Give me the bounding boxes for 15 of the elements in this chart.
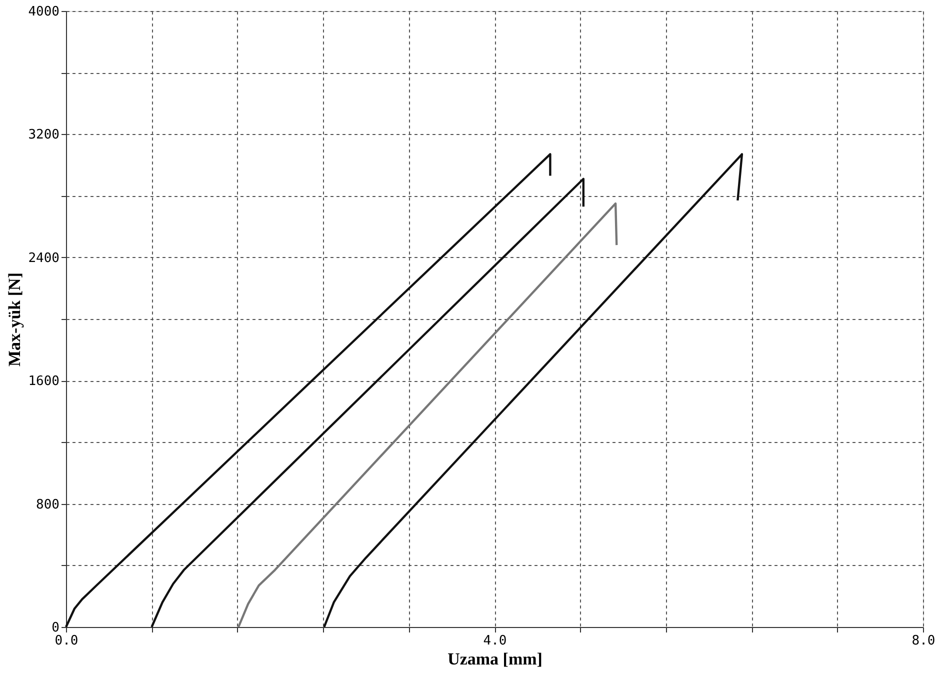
x-tick-label: 0.0	[54, 634, 78, 648]
y-axis-title: Max-yük [N]	[5, 272, 24, 366]
line-series	[237, 202, 618, 628]
line-series	[64, 153, 552, 628]
x-tick-label: 8.0	[912, 634, 936, 648]
y-tick-label: 2400	[28, 250, 60, 266]
y-tick-label: 1600	[28, 374, 60, 390]
x-axis-title: Uzama [mm]	[448, 650, 542, 668]
x-tick-label: 4.0	[483, 634, 507, 648]
y-tick-label: 3200	[28, 128, 60, 143]
y-tick-label: 800	[36, 497, 60, 512]
y-tick-label: 0	[52, 620, 60, 636]
line-series	[150, 178, 585, 628]
y-tick-label: 4000	[28, 4, 60, 20]
line-series	[323, 153, 744, 628]
